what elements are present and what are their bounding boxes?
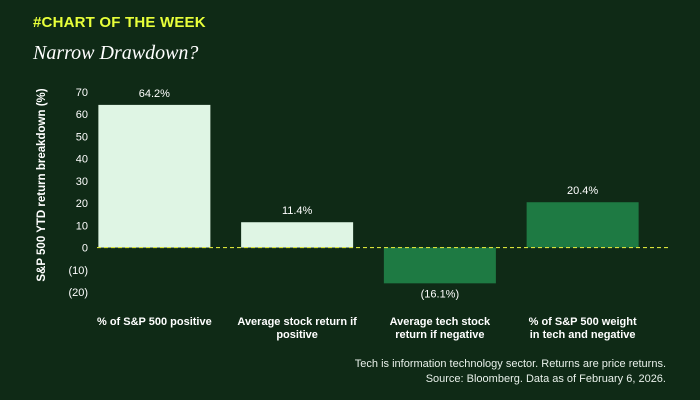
chart-title: Narrow Drawdown? <box>33 42 199 64</box>
y-tick-label: (20) <box>68 287 88 299</box>
footnote-line-2: Source: Bloomberg. Data as of February 6… <box>425 373 666 385</box>
x-category-label: Average tech stock <box>390 316 491 328</box>
bar-value-label: 20.4% <box>567 185 598 197</box>
bar-value-label: 11.4% <box>282 205 313 217</box>
x-category-label: positive <box>276 329 318 341</box>
footnote-line-1: Tech is information technology sector. R… <box>354 358 666 370</box>
y-tick-label: 10 <box>76 220 88 232</box>
bar <box>241 222 354 248</box>
x-category-label: in tech and negative <box>530 329 636 341</box>
bar-value-label: (16.1%) <box>421 288 460 300</box>
x-category-label: % of S&P 500 positive <box>97 316 212 328</box>
chart-kicker: #CHART OF THE WEEK <box>33 14 206 31</box>
x-category-label: Average stock return if <box>237 316 357 328</box>
y-axis-title: S&P 500 YTD return breakdown (%) <box>36 88 48 281</box>
y-tick-label: 40 <box>76 154 88 166</box>
y-tick-label: 0 <box>82 243 88 255</box>
y-tick-label: (10) <box>68 265 88 277</box>
y-tick-label: 30 <box>76 176 88 188</box>
y-tick-label: 50 <box>76 131 88 143</box>
bar <box>98 104 211 248</box>
bar <box>383 247 496 284</box>
x-category-label: % of S&P 500 weight <box>529 316 637 328</box>
y-tick-label: 70 <box>76 87 88 99</box>
bar-value-label: 64.2% <box>139 88 170 100</box>
y-tick-label: 60 <box>76 109 88 121</box>
x-category-label: return if negative <box>395 329 484 341</box>
y-tick-label: 20 <box>76 198 88 210</box>
bar <box>526 202 639 248</box>
chart-footnote: Tech is information technology sector. R… <box>355 357 666 387</box>
